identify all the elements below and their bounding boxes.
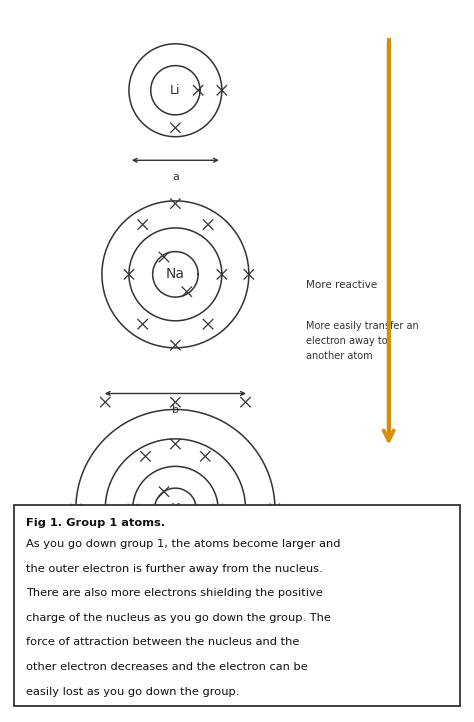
Text: a: a — [172, 172, 179, 182]
Text: More reactive: More reactive — [306, 280, 377, 290]
Text: There are also more electrons shielding the positive: There are also more electrons shielding … — [26, 588, 323, 599]
Text: Fig 1. Group 1 atoms.: Fig 1. Group 1 atoms. — [26, 518, 165, 529]
Text: As you go down group 1, the atoms become larger and: As you go down group 1, the atoms become… — [26, 539, 341, 549]
Text: force of attraction between the nucleus and the: force of attraction between the nucleus … — [26, 638, 300, 648]
Text: More easily transfer an
electron away to
another atom: More easily transfer an electron away to… — [306, 321, 419, 361]
Text: K: K — [171, 502, 180, 516]
Text: c: c — [173, 682, 178, 692]
Text: easily lost as you go down the group.: easily lost as you go down the group. — [26, 687, 239, 697]
Text: Na: Na — [166, 267, 185, 282]
Text: Li: Li — [170, 84, 181, 97]
Bar — [14, 505, 460, 706]
Text: charge of the nucleus as you go down the group. The: charge of the nucleus as you go down the… — [26, 613, 331, 623]
Text: the outer electron is further away from the nucleus.: the outer electron is further away from … — [26, 564, 323, 574]
Text: b: b — [172, 405, 179, 415]
Text: other electron decreases and the electron can be: other electron decreases and the electro… — [26, 662, 308, 672]
